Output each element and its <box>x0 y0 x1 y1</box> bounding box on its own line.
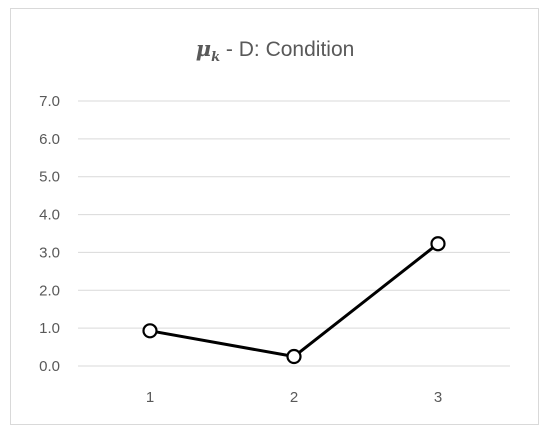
x-tick-label: 1 <box>146 389 154 406</box>
data-point <box>430 236 446 252</box>
chart-area <box>10 8 539 425</box>
x-axis-tick-labels: 1 2 3 <box>146 389 442 406</box>
data-point <box>286 348 302 365</box>
y-tick-label: 7.0 <box>39 93 60 110</box>
series-line <box>149 242 439 359</box>
y-tick-label: 6.0 <box>39 131 60 148</box>
data-point <box>142 323 158 339</box>
chart-title: μk - D: Condition <box>196 36 355 65</box>
x-tick-label: 2 <box>290 389 298 406</box>
y-axis-tick-labels: 0.0 1.0 2.0 3.0 4.0 5.0 6.0 7.0 <box>39 93 60 375</box>
title-subscript: k <box>211 50 220 65</box>
x-tick-label: 3 <box>434 389 442 406</box>
y-tick-label: 1.0 <box>39 320 60 337</box>
title-text: - D: Condition <box>220 38 354 61</box>
series-group <box>142 236 446 365</box>
y-tick-label: 0.0 <box>39 358 60 375</box>
y-tick-label: 2.0 <box>39 282 60 299</box>
title-symbol: μ <box>196 36 211 61</box>
y-tick-label: 3.0 <box>39 244 60 261</box>
y-tick-label: 4.0 <box>39 207 60 224</box>
gridlines <box>78 100 510 367</box>
y-tick-label: 5.0 <box>39 169 60 186</box>
